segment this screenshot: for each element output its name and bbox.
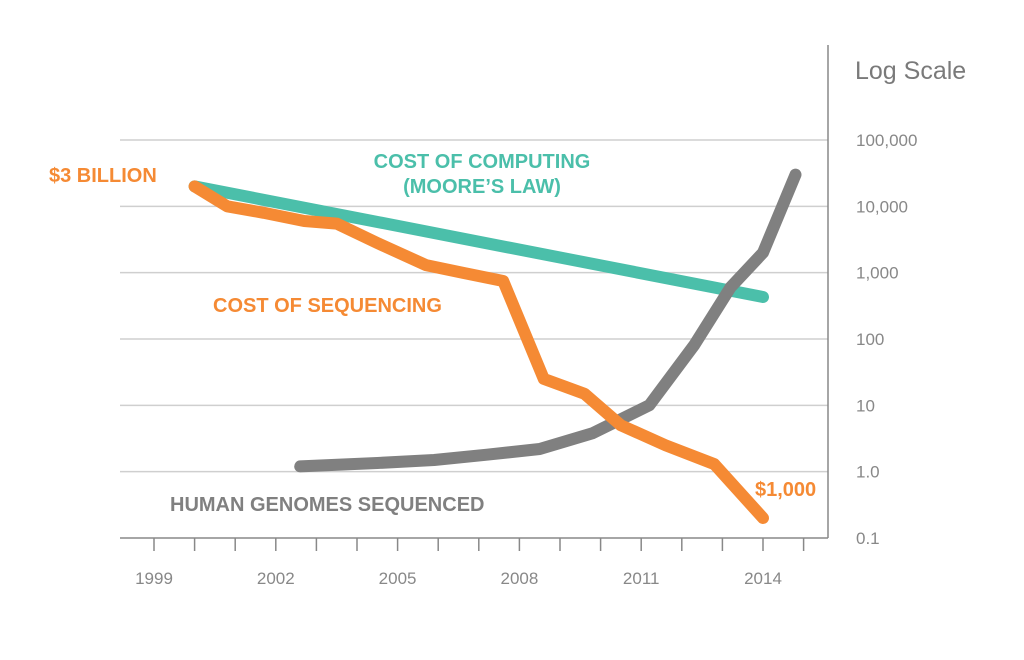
annotation-computing-line1: COST OF COMPUTING [374,151,591,173]
x-tick-label: 2002 [257,569,295,588]
y-tick-label: 1.0 [856,463,880,482]
series-line-computing [188,180,769,303]
x-tick-label: 2011 [623,569,660,588]
tick-labels: 100,000 10,000 1,000 100 10 1.0 0.1 1999 2002 200… [135,131,917,588]
series-line-genomes [294,168,802,473]
x-tick-label: 2014 [744,569,782,588]
x-tick-label: 2005 [379,569,417,588]
annotation-sequencing: COST OF SEQUENCING [213,295,442,317]
x-tick-label: 1999 [135,569,173,588]
y-tick-label: 0.1 [856,529,880,548]
series-line-sequencing [188,180,769,524]
axes [120,45,829,551]
y-tick-label: 100,000 [856,131,917,150]
annotation-genomes: HUMAN GENOMES SEQUENCED [170,494,484,516]
annotation-three-billion: $3 BILLION [49,165,157,187]
y-tick-label: 10,000 [856,197,908,216]
y-tick-label: 1,000 [856,264,899,283]
series-lines [188,168,802,524]
scale-label: Log Scale [855,57,966,85]
annotation-computing-line2: (MOORE’S LAW) [403,176,561,198]
y-tick-label: 100 [856,330,884,349]
annotation-one-thousand: $1,000 [755,479,816,501]
x-tick-label: 2008 [500,569,538,588]
y-tick-label: 10 [856,396,875,415]
